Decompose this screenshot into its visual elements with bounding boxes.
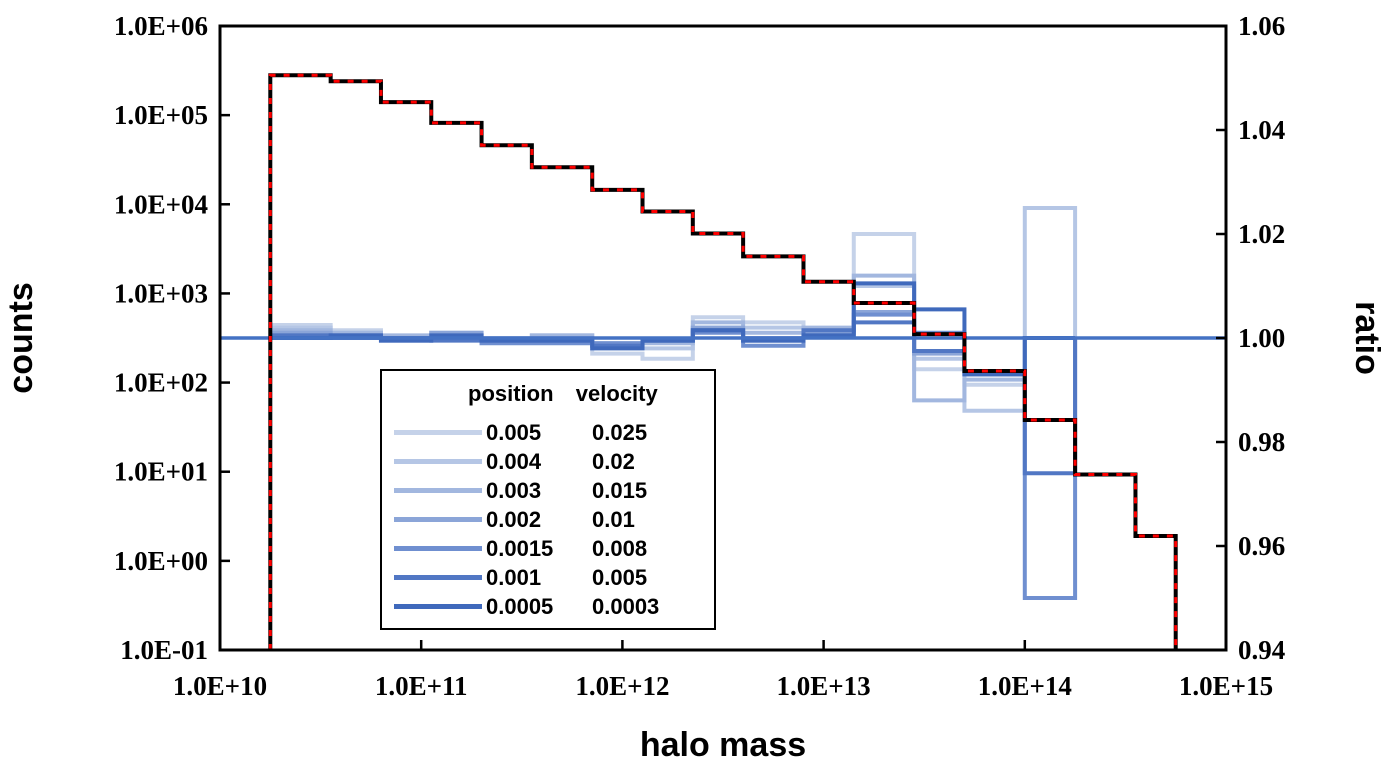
x-tick-label: 1.0E+13: [777, 671, 871, 701]
y-left-tick-label: 1.0E+02: [114, 368, 208, 398]
legend-velocity-value: 0.025: [592, 420, 648, 445]
y-right-axis-title: ratio: [1348, 301, 1384, 375]
counts-series-comparison: [268, 73, 1178, 650]
x-tick-label: 1.0E+15: [1179, 671, 1273, 701]
legend-entry: 0.001 0.005: [394, 562, 714, 592]
legend-position-value: 0.003: [486, 478, 542, 503]
legend-swatch: [394, 430, 482, 435]
legend-position-value: 0.002: [486, 507, 542, 532]
legend-position-value: 0.0005: [486, 594, 554, 619]
legend-swatch: [394, 488, 482, 493]
legend: position velocity 0.005 0.025 0.004 0.02 0.0…: [380, 369, 716, 630]
legend-header-position: position: [468, 381, 554, 406]
y-right-tick-label: 0.98: [1238, 427, 1285, 457]
legend-entry: 0.0005 0.0003: [394, 591, 714, 621]
legend-swatch: [394, 459, 482, 464]
legend-velocity-value: 0.01: [592, 507, 635, 532]
legend-velocity-value: 0.005: [592, 565, 648, 590]
y-left-tick-label: 1.0E+00: [114, 546, 208, 576]
y-left-tick-label: 1.0E+05: [114, 100, 208, 130]
y-right-tick-label: 0.94: [1238, 635, 1285, 665]
y-left-axis-title: counts: [2, 282, 40, 393]
legend-entry: 0.0015 0.008: [394, 533, 714, 563]
legend-header-velocity: velocity: [575, 381, 658, 406]
legend-position-value: 0.004: [486, 449, 542, 474]
legend-entry: 0.004 0.02: [394, 446, 714, 476]
y-right-tick-label: 1.06: [1238, 11, 1285, 41]
x-tick-label: 1.0E+14: [978, 671, 1072, 701]
y-left-tick-label: 1.0E+06: [114, 11, 208, 41]
ratio-series-0.003: [270, 273, 1076, 403]
y-left-tick-label: 1.0E+01: [114, 457, 208, 487]
y-right-tick-label: 1.00: [1238, 323, 1285, 353]
legend-velocity-value: 0.015: [592, 478, 648, 503]
legend-swatch: [394, 546, 482, 551]
x-tick-label: 1.0E+12: [575, 671, 669, 701]
legend-swatch: [394, 604, 482, 609]
ratio-series-0.0005: [270, 281, 1076, 377]
x-axis-title: halo mass: [640, 726, 806, 764]
legend-entry: 0.003 0.015: [394, 475, 714, 505]
legend-velocity-value: 0.02: [592, 449, 635, 474]
legend-entry: 0.002 0.01: [394, 504, 714, 534]
legend-swatch: [394, 575, 482, 580]
y-left-tick-label: 1.0E+04: [114, 189, 208, 219]
y-right-tick-label: 0.96: [1238, 531, 1285, 561]
y-left-tick-label: 1.0E-01: [120, 635, 208, 665]
y-right-tick-label: 1.02: [1238, 219, 1285, 249]
legend-entry: 0.005 0.025: [394, 417, 714, 447]
x-tick-label: 1.0E+10: [173, 671, 267, 701]
legend-velocity-value: 0.008: [592, 536, 648, 561]
y-left-tick-label: 1.0E+03: [114, 278, 208, 308]
x-tick-label: 1.0E+11: [375, 671, 468, 701]
legend-position-value: 0.001: [486, 565, 542, 590]
legend-position-value: 0.005: [486, 420, 542, 445]
y-right-tick-label: 1.04: [1238, 115, 1285, 145]
legend-swatch: [394, 517, 482, 522]
legend-position-value: 0.0015: [486, 536, 554, 561]
legend-velocity-value: 0.0003: [592, 594, 660, 619]
